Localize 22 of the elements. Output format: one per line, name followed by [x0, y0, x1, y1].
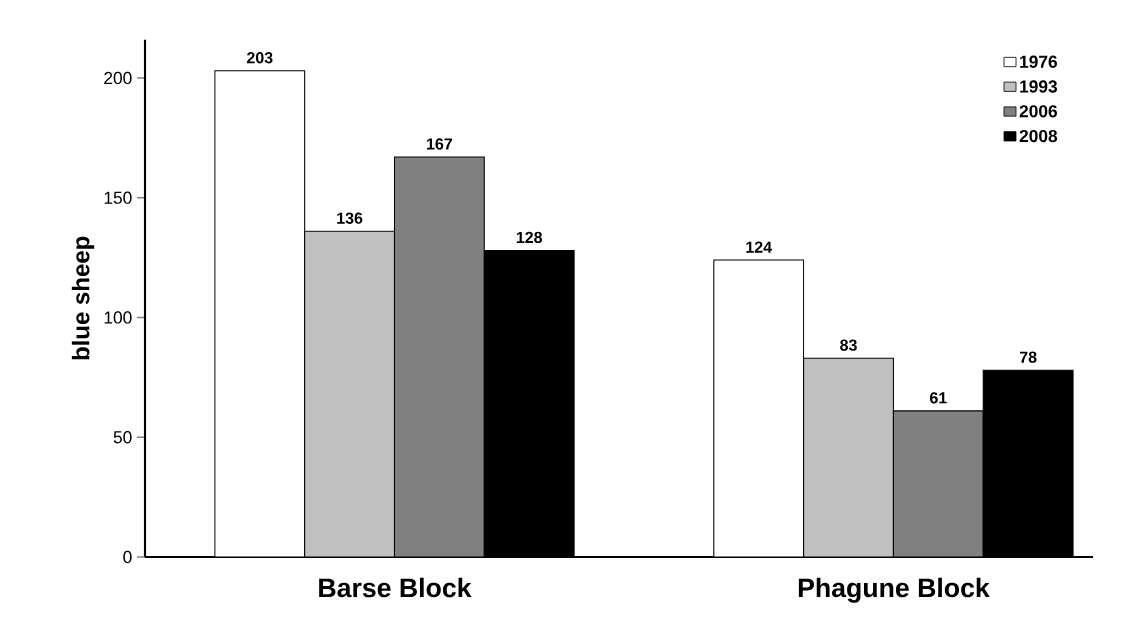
- legend-label: 2008: [1019, 129, 1058, 143]
- legend-label: 1976: [1020, 55, 1058, 68]
- data-label: 83: [840, 339, 857, 351]
- data-label: 136: [337, 212, 363, 224]
- bar: [393, 156, 485, 557]
- legend-label: 2006: [1019, 105, 1058, 118]
- data-label: 167: [427, 138, 453, 150]
- y-tick-label: 50: [113, 431, 132, 444]
- data-label: 128: [516, 231, 543, 244]
- data-label: 124: [746, 241, 772, 253]
- data-label: 203: [246, 52, 273, 64]
- data-label: 61: [930, 392, 947, 404]
- bar: [892, 410, 984, 557]
- x-tick-label: Phagune Block: [798, 577, 990, 603]
- y-tick-label: 200: [104, 71, 132, 85]
- y-tick-label: 0: [123, 550, 132, 564]
- y-axis-title: blue sheep: [71, 236, 95, 360]
- x-tick-label: Barse Block: [319, 577, 472, 598]
- y-tick-label: 150: [104, 191, 132, 204]
- y-tick-label: 100: [104, 311, 132, 324]
- data-label: 78: [1019, 351, 1037, 363]
- legend-label: 1993: [1020, 80, 1058, 93]
